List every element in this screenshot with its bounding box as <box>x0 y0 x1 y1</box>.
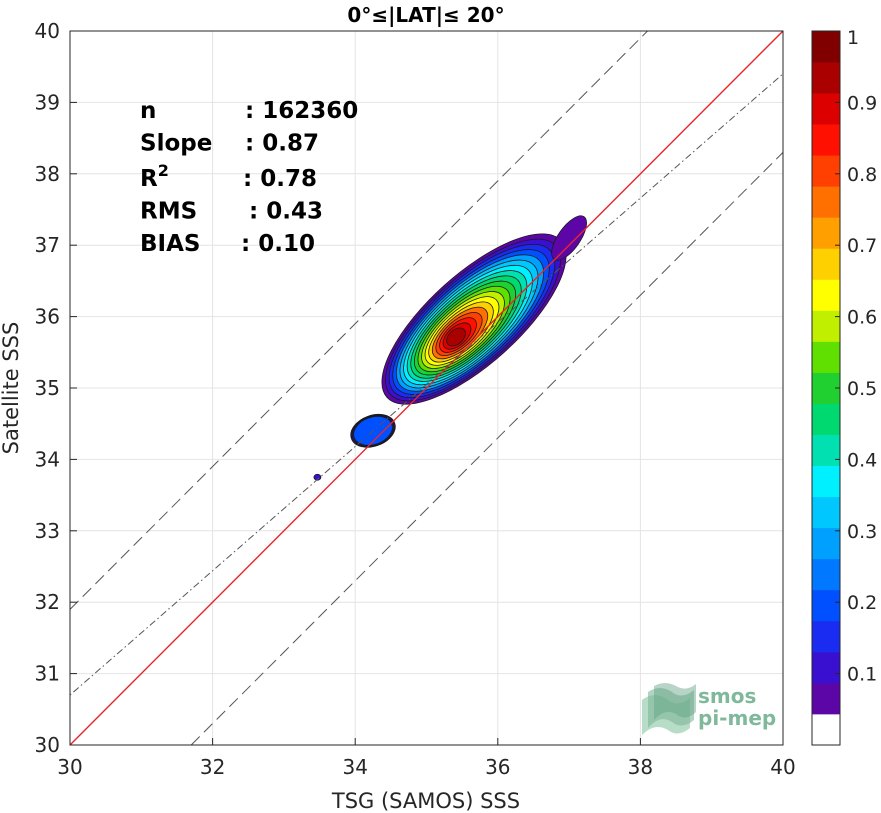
x-axis-ticks: 30 32 34 36 38 40 <box>57 738 796 779</box>
stat-label-text-1: Slope <box>140 131 212 157</box>
colorbar-segment-21 <box>812 62 840 94</box>
colorbar-tick-label-1: 0.2 <box>847 592 877 614</box>
x-tick-label-4: 38 <box>628 755 653 779</box>
y-tick-label-10: 40 <box>35 19 60 43</box>
stat-label-text-2: R <box>140 166 158 192</box>
colorbar-segment-9 <box>812 434 840 467</box>
logo-text-line1: smos <box>698 684 756 708</box>
logo-text-line2: pi-mep <box>698 706 776 730</box>
colorbar-segment-16 <box>812 217 840 249</box>
colorbar-segment-8 <box>812 465 840 498</box>
colorbar-segment-7 <box>812 496 840 529</box>
stat-value-0: : 162360 <box>245 98 358 124</box>
colorbar-tick-label-6: 0.7 <box>847 235 877 257</box>
stat-label-sup-2: 2 <box>158 161 169 180</box>
density-contours <box>313 215 587 481</box>
colorbar-segment-4 <box>812 589 840 622</box>
colorbar-segment-6 <box>812 527 840 560</box>
colorbar-tick-label-4: 0.5 <box>847 378 877 400</box>
colorbar-segment-3 <box>812 620 840 653</box>
colorbar-segment-14 <box>812 279 840 311</box>
x-axis-label: TSG (SAMOS) SSS <box>331 789 520 813</box>
stat-label-1: Slope <box>140 131 212 157</box>
y-tick-label-8: 38 <box>35 162 60 186</box>
colorbar-segment-0 <box>812 713 840 746</box>
colorbar-segment-22 <box>812 31 840 63</box>
y-axis-label: Satellite SSS <box>0 322 23 455</box>
reference-lines <box>69 30 784 746</box>
stat-label-text-3: RMS <box>140 199 197 225</box>
contour-level-18 <box>446 327 466 347</box>
colorbar-tick-label-5: 0.6 <box>847 307 877 329</box>
x-tick-label-5: 40 <box>770 755 795 779</box>
y-tick-label-2: 32 <box>35 590 60 614</box>
y-tick-label-0: 30 <box>35 733 60 757</box>
colorbar-tick-label-7: 0.8 <box>847 164 877 186</box>
colorbar-tick-label-3: 0.4 <box>847 449 877 471</box>
line-one-to-one <box>69 30 784 746</box>
logo-wave-icon <box>642 683 696 735</box>
colorbar-tick-label-8: 0.9 <box>847 92 877 114</box>
colorbar-segment-18 <box>812 155 840 187</box>
colorbar-segment-13 <box>812 310 840 342</box>
stat-label-3: RMS <box>140 199 197 225</box>
colorbar-segment-10 <box>812 403 840 435</box>
x-tick-label-2: 34 <box>342 755 367 779</box>
line-lower-bound <box>190 152 784 746</box>
line-regression <box>69 73 784 696</box>
stat-label-4: BIAS <box>140 231 200 257</box>
colorbar-segment-19 <box>812 124 840 156</box>
colorbar-segment-12 <box>812 341 840 373</box>
stat-value-4: : 0.10 <box>241 231 315 257</box>
colorbar-tick-label-9: 1 <box>847 27 859 49</box>
stats-annotation: n : 162360 Slope : 0.87 R2 : 0.78 RMS : 0.43 BIA… <box>140 98 358 257</box>
stat-value-2: : 0.78 <box>243 166 317 192</box>
chart-title: 0°≤|LAT|≤ 20° <box>347 3 504 27</box>
stat-value-1: : 0.87 <box>245 131 319 157</box>
colorbar-segment-20 <box>812 93 840 125</box>
stat-label-2: R2 <box>140 161 169 192</box>
stat-label-0: n <box>140 98 156 124</box>
colorbar-segment-17 <box>812 186 840 218</box>
y-tick-label-1: 31 <box>35 662 60 686</box>
colorbar: 0.1 0.2 0.3 0.4 0.5 0.6 0.7 0.8 0.9 1 <box>811 27 877 746</box>
line-upper-bound <box>69 30 648 610</box>
x-tick-label-0: 30 <box>57 755 82 779</box>
x-tick-label-1: 32 <box>200 755 225 779</box>
y-axis-ticks: 30 31 32 33 34 35 36 37 38 39 40 <box>35 19 77 757</box>
y-tick-label-4: 34 <box>35 447 60 471</box>
colorbar-tick-label-2: 0.3 <box>847 521 877 543</box>
x-tick-label-3: 36 <box>485 755 510 779</box>
y-tick-label-6: 36 <box>35 305 60 329</box>
y-tick-label-3: 33 <box>35 519 60 543</box>
colorbar-segment-2 <box>812 651 840 684</box>
y-tick-label-7: 37 <box>35 233 60 257</box>
colorbar-segment-1 <box>812 682 840 715</box>
stat-label-text-4: BIAS <box>140 231 200 257</box>
colorbar-segment-5 <box>812 558 840 591</box>
smos-pi-mep-logo: smos pi-mep <box>642 683 776 735</box>
y-tick-label-9: 39 <box>35 90 60 114</box>
colorbar-segment-15 <box>812 248 840 280</box>
colorbar-tick-label-0: 0.1 <box>847 664 877 686</box>
stat-value-3: : 0.43 <box>249 199 323 225</box>
stat-label-text-0: n <box>140 98 156 124</box>
y-tick-label-5: 35 <box>35 376 60 400</box>
contour-isolated-blob <box>313 473 322 481</box>
